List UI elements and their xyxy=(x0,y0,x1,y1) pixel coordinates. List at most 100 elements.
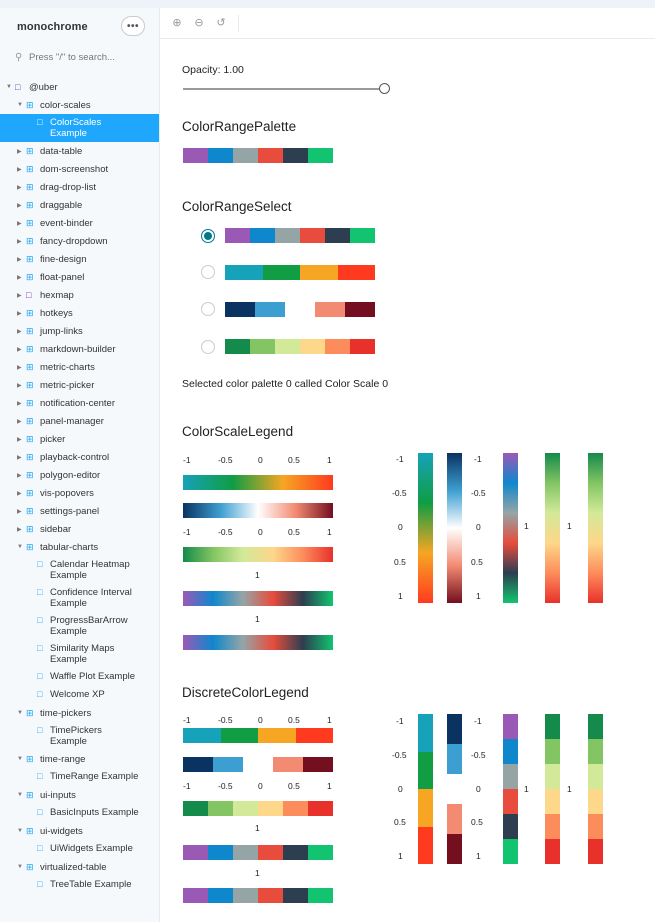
story-time-range[interactable]: □ TimeRange Example xyxy=(0,768,159,786)
tree-item-notification-center[interactable]: ▶ ⊞ notification-center xyxy=(0,394,159,412)
chevron-right-icon: ▶ xyxy=(17,310,22,317)
palette-radio-0[interactable] xyxy=(201,229,215,243)
more-options-button[interactable]: ••• xyxy=(121,16,145,36)
tick-label: 0.5 xyxy=(471,557,483,567)
select-palette-1[interactable] xyxy=(225,265,375,280)
reset-zoom-icon[interactable]: ↺ xyxy=(216,17,226,29)
story-waffle-plot[interactable]: □ Waffle Plot Example xyxy=(0,668,159,686)
bookmark-icon: □ xyxy=(37,643,43,653)
tree-item-tabular-charts[interactable]: ▼ ⊞ tabular-charts xyxy=(0,538,159,556)
chevron-down-icon: ▼ xyxy=(17,102,23,108)
tick-label: 0.5 xyxy=(288,455,300,465)
tree-label: fancy-dropdown xyxy=(40,235,108,247)
tree-item-color-scales[interactable]: ▼ ⊞ color-scales xyxy=(0,96,159,114)
bookmark-icon: □ xyxy=(37,559,43,569)
vertical-discrete-scale3 xyxy=(545,714,560,864)
story-calendar-heatmap[interactable]: □ Calendar Heatmap Example xyxy=(0,556,159,584)
tree-item-time-range[interactable]: ▼ ⊞ time-range xyxy=(0,750,159,768)
story-ui-widgets[interactable]: □ UiWidgets Example xyxy=(0,840,159,858)
story-time-pickers[interactable]: □ TimePickers Example xyxy=(0,722,159,750)
palette-radio-3[interactable] xyxy=(201,340,215,354)
tree-item-metric-picker[interactable]: ▶ ⊞ metric-picker xyxy=(0,376,159,394)
component-icon: ⊞ xyxy=(26,181,34,192)
tree-item-polygon-editor[interactable]: ▶ ⊞ polygon-editor xyxy=(0,466,159,484)
palette-radio-2[interactable] xyxy=(201,302,215,316)
discrete-legend-scale3 xyxy=(183,801,333,816)
tick-label: 1 xyxy=(327,527,332,537)
palette-swatch xyxy=(588,789,603,814)
tree-item-playback-control[interactable]: ▶ ⊞ playback-control xyxy=(0,448,159,466)
tree-item-draggable[interactable]: ▶ ⊞ draggable xyxy=(0,196,159,214)
tree-item-markdown-builder[interactable]: ▶ ⊞ markdown-builder xyxy=(0,340,159,358)
palette-swatch xyxy=(315,302,345,317)
palette-swatch xyxy=(337,265,375,280)
tree-item-fine-design[interactable]: ▶ ⊞ fine-design xyxy=(0,250,159,268)
tree-root[interactable]: ▼ □ @uber xyxy=(0,78,159,96)
tree-item-jump-links[interactable]: ▶ ⊞ jump-links xyxy=(0,322,159,340)
tree-item-vis-popovers[interactable]: ▶ ⊞ vis-popovers xyxy=(0,484,159,502)
story-similarity-maps[interactable]: □ Similarity Maps Example xyxy=(0,640,159,668)
palette-swatch xyxy=(258,845,283,860)
story-colorscales-example[interactable]: □ ColorScales Example xyxy=(0,114,159,142)
chevron-right-icon: ▶ xyxy=(17,346,22,353)
tree-item-settings-panel[interactable]: ▶ ⊞ settings-panel xyxy=(0,502,159,520)
palette-swatch xyxy=(545,764,560,789)
story-confidence-interval[interactable]: □ Confidence Interval Example xyxy=(0,584,159,612)
story-progress-bar-arrow[interactable]: □ ProgressBarArrow Example xyxy=(0,612,159,640)
tree-item-fancy-dropdown[interactable]: ▶ ⊞ fancy-dropdown xyxy=(0,232,159,250)
folder-icon: □ xyxy=(26,289,32,300)
component-icon: ⊞ xyxy=(26,469,34,480)
tree-label: vis-popovers xyxy=(40,487,94,499)
opacity-slider-thumb[interactable] xyxy=(379,83,390,94)
component-icon: ⊞ xyxy=(26,415,34,426)
tree-item-ui-widgets[interactable]: ▼ ⊞ ui-widgets xyxy=(0,822,159,840)
chevron-down-icon: ▼ xyxy=(17,710,23,716)
zoom-in-icon[interactable]: ⊕ xyxy=(172,17,182,29)
story-tree-table[interactable]: □ TreeTable Example xyxy=(0,876,159,894)
tree-item-event-binder[interactable]: ▶ ⊞ event-binder xyxy=(0,214,159,232)
tree-item-hotkeys[interactable]: ▶ ⊞ hotkeys xyxy=(0,304,159,322)
vertical-discrete-scale3-b xyxy=(588,714,603,864)
story-label: ProgressBarArrow Example xyxy=(50,615,128,637)
story-basic-inputs[interactable]: □ BasicInputs Example xyxy=(0,804,159,822)
chevron-down-icon: ▼ xyxy=(17,864,23,870)
palette-radio-1[interactable] xyxy=(201,265,215,279)
tree-item-data-table[interactable]: ▶ ⊞ data-table xyxy=(0,142,159,160)
opacity-slider-track[interactable] xyxy=(183,88,385,90)
palette-swatch xyxy=(418,714,433,752)
select-palette-3[interactable] xyxy=(225,339,375,354)
palette-swatch xyxy=(250,339,275,354)
palette-swatch xyxy=(447,774,462,804)
palette-swatch xyxy=(225,339,250,354)
tree-item-hexmap[interactable]: ▶ □ hexmap xyxy=(0,286,159,304)
component-icon: ⊞ xyxy=(26,861,34,872)
tree-item-ui-inputs[interactable]: ▼ ⊞ ui-inputs xyxy=(0,786,159,804)
tree-item-panel-manager[interactable]: ▶ ⊞ panel-manager xyxy=(0,412,159,430)
tree-item-dom-screenshot[interactable]: ▶ ⊞ dom-screenshot xyxy=(0,160,159,178)
palette-swatch xyxy=(350,228,375,243)
tree-item-metric-charts[interactable]: ▶ ⊞ metric-charts xyxy=(0,358,159,376)
palette-swatch xyxy=(545,789,560,814)
brand-title[interactable]: monochrome xyxy=(17,21,88,33)
tree-item-picker[interactable]: ▶ ⊞ picker xyxy=(0,430,159,448)
select-palette-2[interactable] xyxy=(225,302,375,317)
tree-item-virtualized-table[interactable]: ▼ ⊞ virtualized-table xyxy=(0,858,159,876)
palette-swatch xyxy=(300,339,325,354)
story-label: ColorScales Example xyxy=(50,117,102,139)
chevron-down-icon: ▼ xyxy=(6,84,12,90)
tree-label: time-range xyxy=(40,753,86,765)
palette-swatch xyxy=(545,714,560,739)
tree-item-sidebar[interactable]: ▶ ⊞ sidebar xyxy=(0,520,159,538)
palette-swatch xyxy=(250,228,275,243)
zoom-out-icon[interactable]: ⊖ xyxy=(194,17,204,29)
search-input[interactable] xyxy=(29,51,149,63)
tree-item-time-pickers[interactable]: ▼ ⊞ time-pickers xyxy=(0,704,159,722)
palette-swatch xyxy=(418,751,433,789)
select-palette-0[interactable] xyxy=(225,228,375,243)
palette-swatch xyxy=(545,739,560,764)
heading-color-range-select: ColorRangeSelect xyxy=(182,199,292,214)
tree-item-float-panel[interactable]: ▶ ⊞ float-panel xyxy=(0,268,159,286)
story-welcome-xp[interactable]: □ Welcome XP xyxy=(0,686,159,704)
chevron-down-icon: ▼ xyxy=(17,792,23,798)
tree-item-drag-drop-list[interactable]: ▶ ⊞ drag-drop-list xyxy=(0,178,159,196)
